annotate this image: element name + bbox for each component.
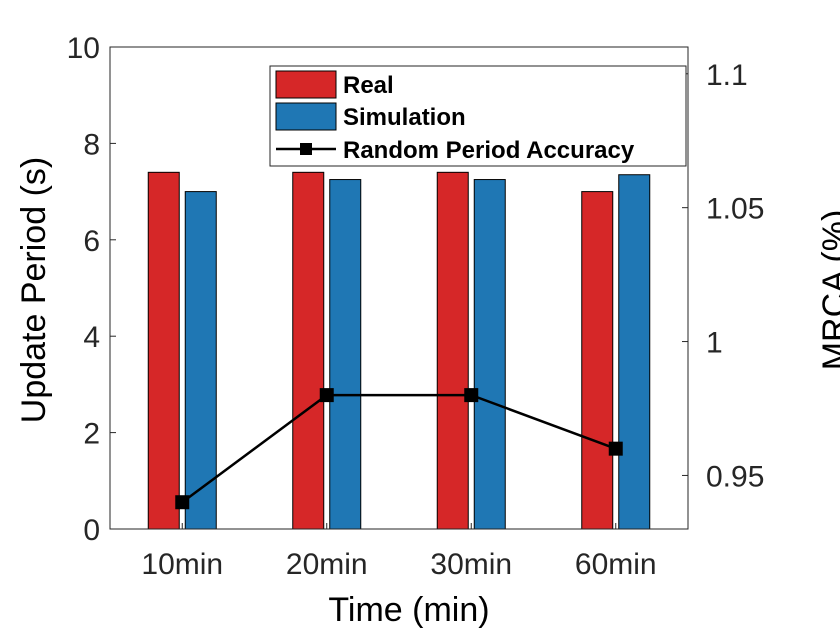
y2-tick-label: 1.05	[706, 193, 764, 226]
legend: Real Simulation Random Period Accuracy	[269, 65, 687, 167]
plot-frame	[109, 46, 689, 530]
y2-axis-label: MRCA (%)	[816, 210, 840, 371]
y-tick-label: 2	[83, 418, 100, 451]
ticks-group: 0 2 4 6 8 10 0.95 1 1.05 1.1 10min 20min 30min 60min	[67, 32, 765, 581]
line-series-group	[175, 388, 623, 510]
y-tick-label: 4	[83, 321, 100, 354]
bar-simulation-30min	[473, 179, 506, 530]
legend-label-accuracy: Random Period Accuracy	[343, 137, 635, 164]
x-axis-label: Time (min)	[328, 591, 489, 629]
y2-tick-label: 0.95	[706, 460, 764, 493]
point-accuracy-30min	[464, 388, 479, 403]
y-tick-label: 6	[83, 225, 100, 258]
bar-simulation-60min	[618, 174, 651, 530]
legend-marker-accuracy	[300, 143, 312, 155]
bar-real-30min	[436, 171, 469, 530]
bar-real-10min	[147, 171, 180, 530]
x-tick-label: 10min	[141, 548, 223, 581]
bar-real-20min	[292, 171, 325, 530]
y-axis-label: Update Period (s)	[15, 157, 53, 423]
y2-tick-label: 1	[706, 327, 723, 360]
line-random-period-accuracy	[181, 393, 617, 504]
legend-label-simulation: Simulation	[343, 104, 466, 131]
x-tick-label: 60min	[575, 548, 657, 581]
legend-box	[269, 65, 687, 167]
point-accuracy-10min	[175, 495, 190, 510]
point-accuracy-20min	[319, 388, 334, 403]
y-tick-label: 0	[83, 514, 100, 547]
bars-group	[147, 171, 651, 530]
legend-label-real: Real	[343, 72, 394, 99]
bar-simulation-10min	[184, 191, 217, 530]
legend-swatch-simulation	[275, 102, 337, 131]
y-tick-label: 10	[67, 32, 100, 65]
point-accuracy-60min	[608, 441, 623, 456]
y-tick-label: 8	[83, 128, 100, 161]
x-tick-label: 30min	[430, 548, 512, 581]
bar-real-60min	[581, 191, 614, 530]
legend-swatch-real	[275, 70, 337, 99]
x-tick-label: 20min	[286, 548, 368, 581]
bar-simulation-20min	[329, 179, 362, 530]
y2-tick-label: 1.1	[706, 59, 748, 92]
